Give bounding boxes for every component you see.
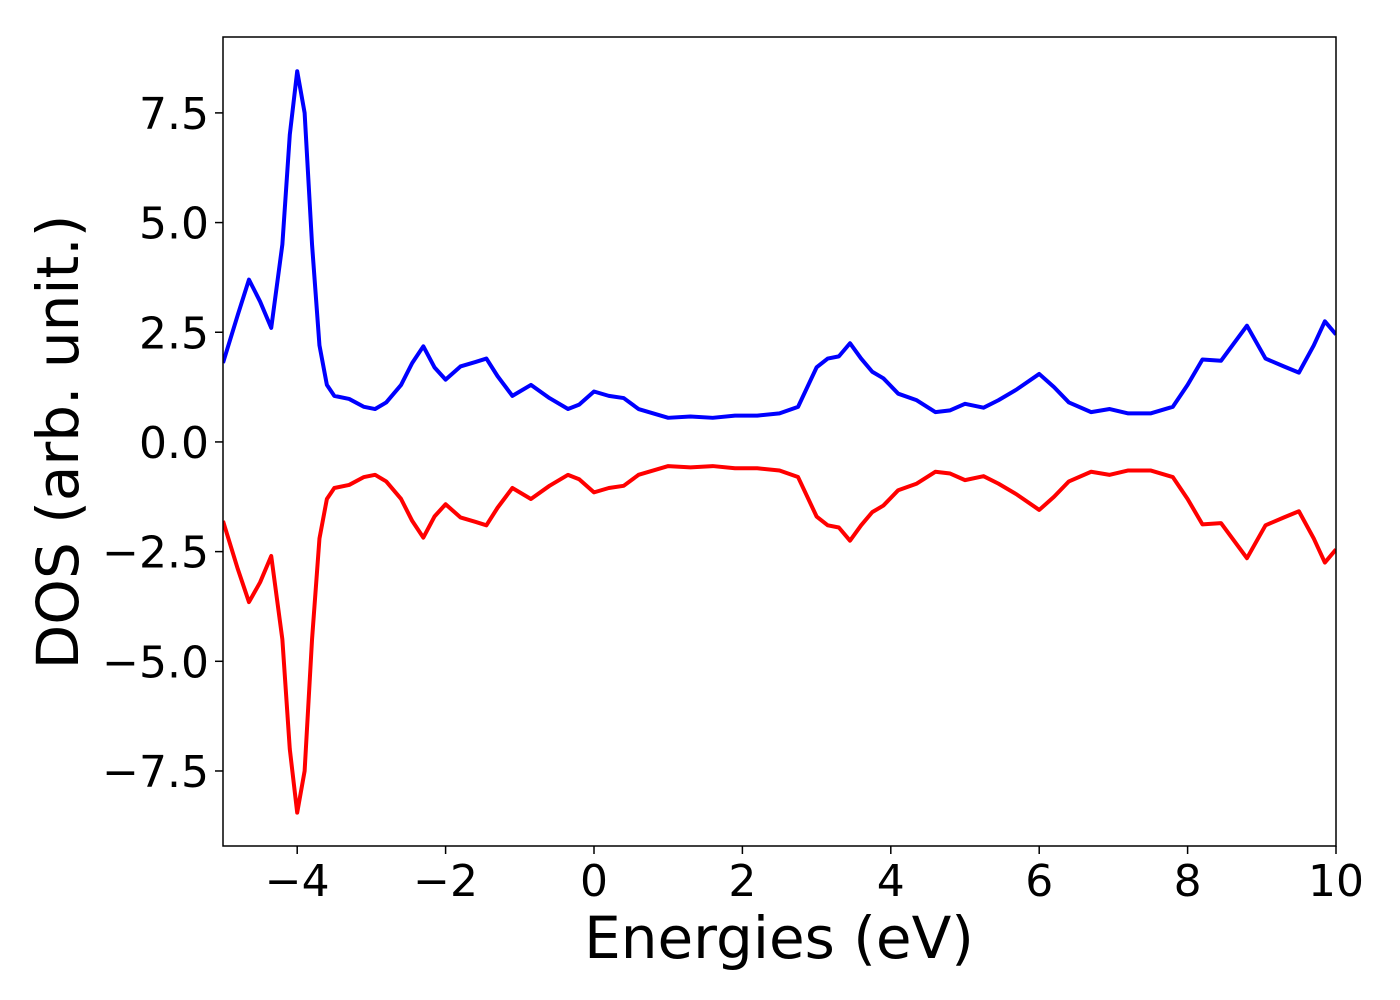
plot-frame [222, 36, 1337, 847]
series-line [223, 69, 1336, 420]
x-axis-label: Energies (eV) [584, 904, 974, 972]
x-tick-label: −2 [413, 856, 478, 907]
y-tick-label: 0.0 [139, 418, 209, 469]
y-tick-label: 7.5 [139, 89, 209, 140]
x-tick-label: 8 [1174, 856, 1202, 907]
x-tick-label: −4 [265, 856, 330, 907]
x-tick-label: 6 [1025, 856, 1053, 907]
x-tick-label: 4 [877, 856, 905, 907]
y-axis-label: DOS (arb. unit.) [24, 215, 92, 670]
x-tick-label: 2 [728, 856, 756, 907]
x-tick-label: 10 [1308, 856, 1364, 907]
y-tick-label: 5.0 [139, 199, 209, 250]
y-tick-label: 2.5 [139, 308, 209, 359]
y-tick-label: −2.5 [102, 528, 209, 579]
series-line [223, 464, 1336, 815]
x-tick-label: 0 [580, 856, 608, 907]
y-tick-label: −5.0 [102, 637, 209, 688]
y-tick-label: −7.5 [102, 747, 209, 798]
